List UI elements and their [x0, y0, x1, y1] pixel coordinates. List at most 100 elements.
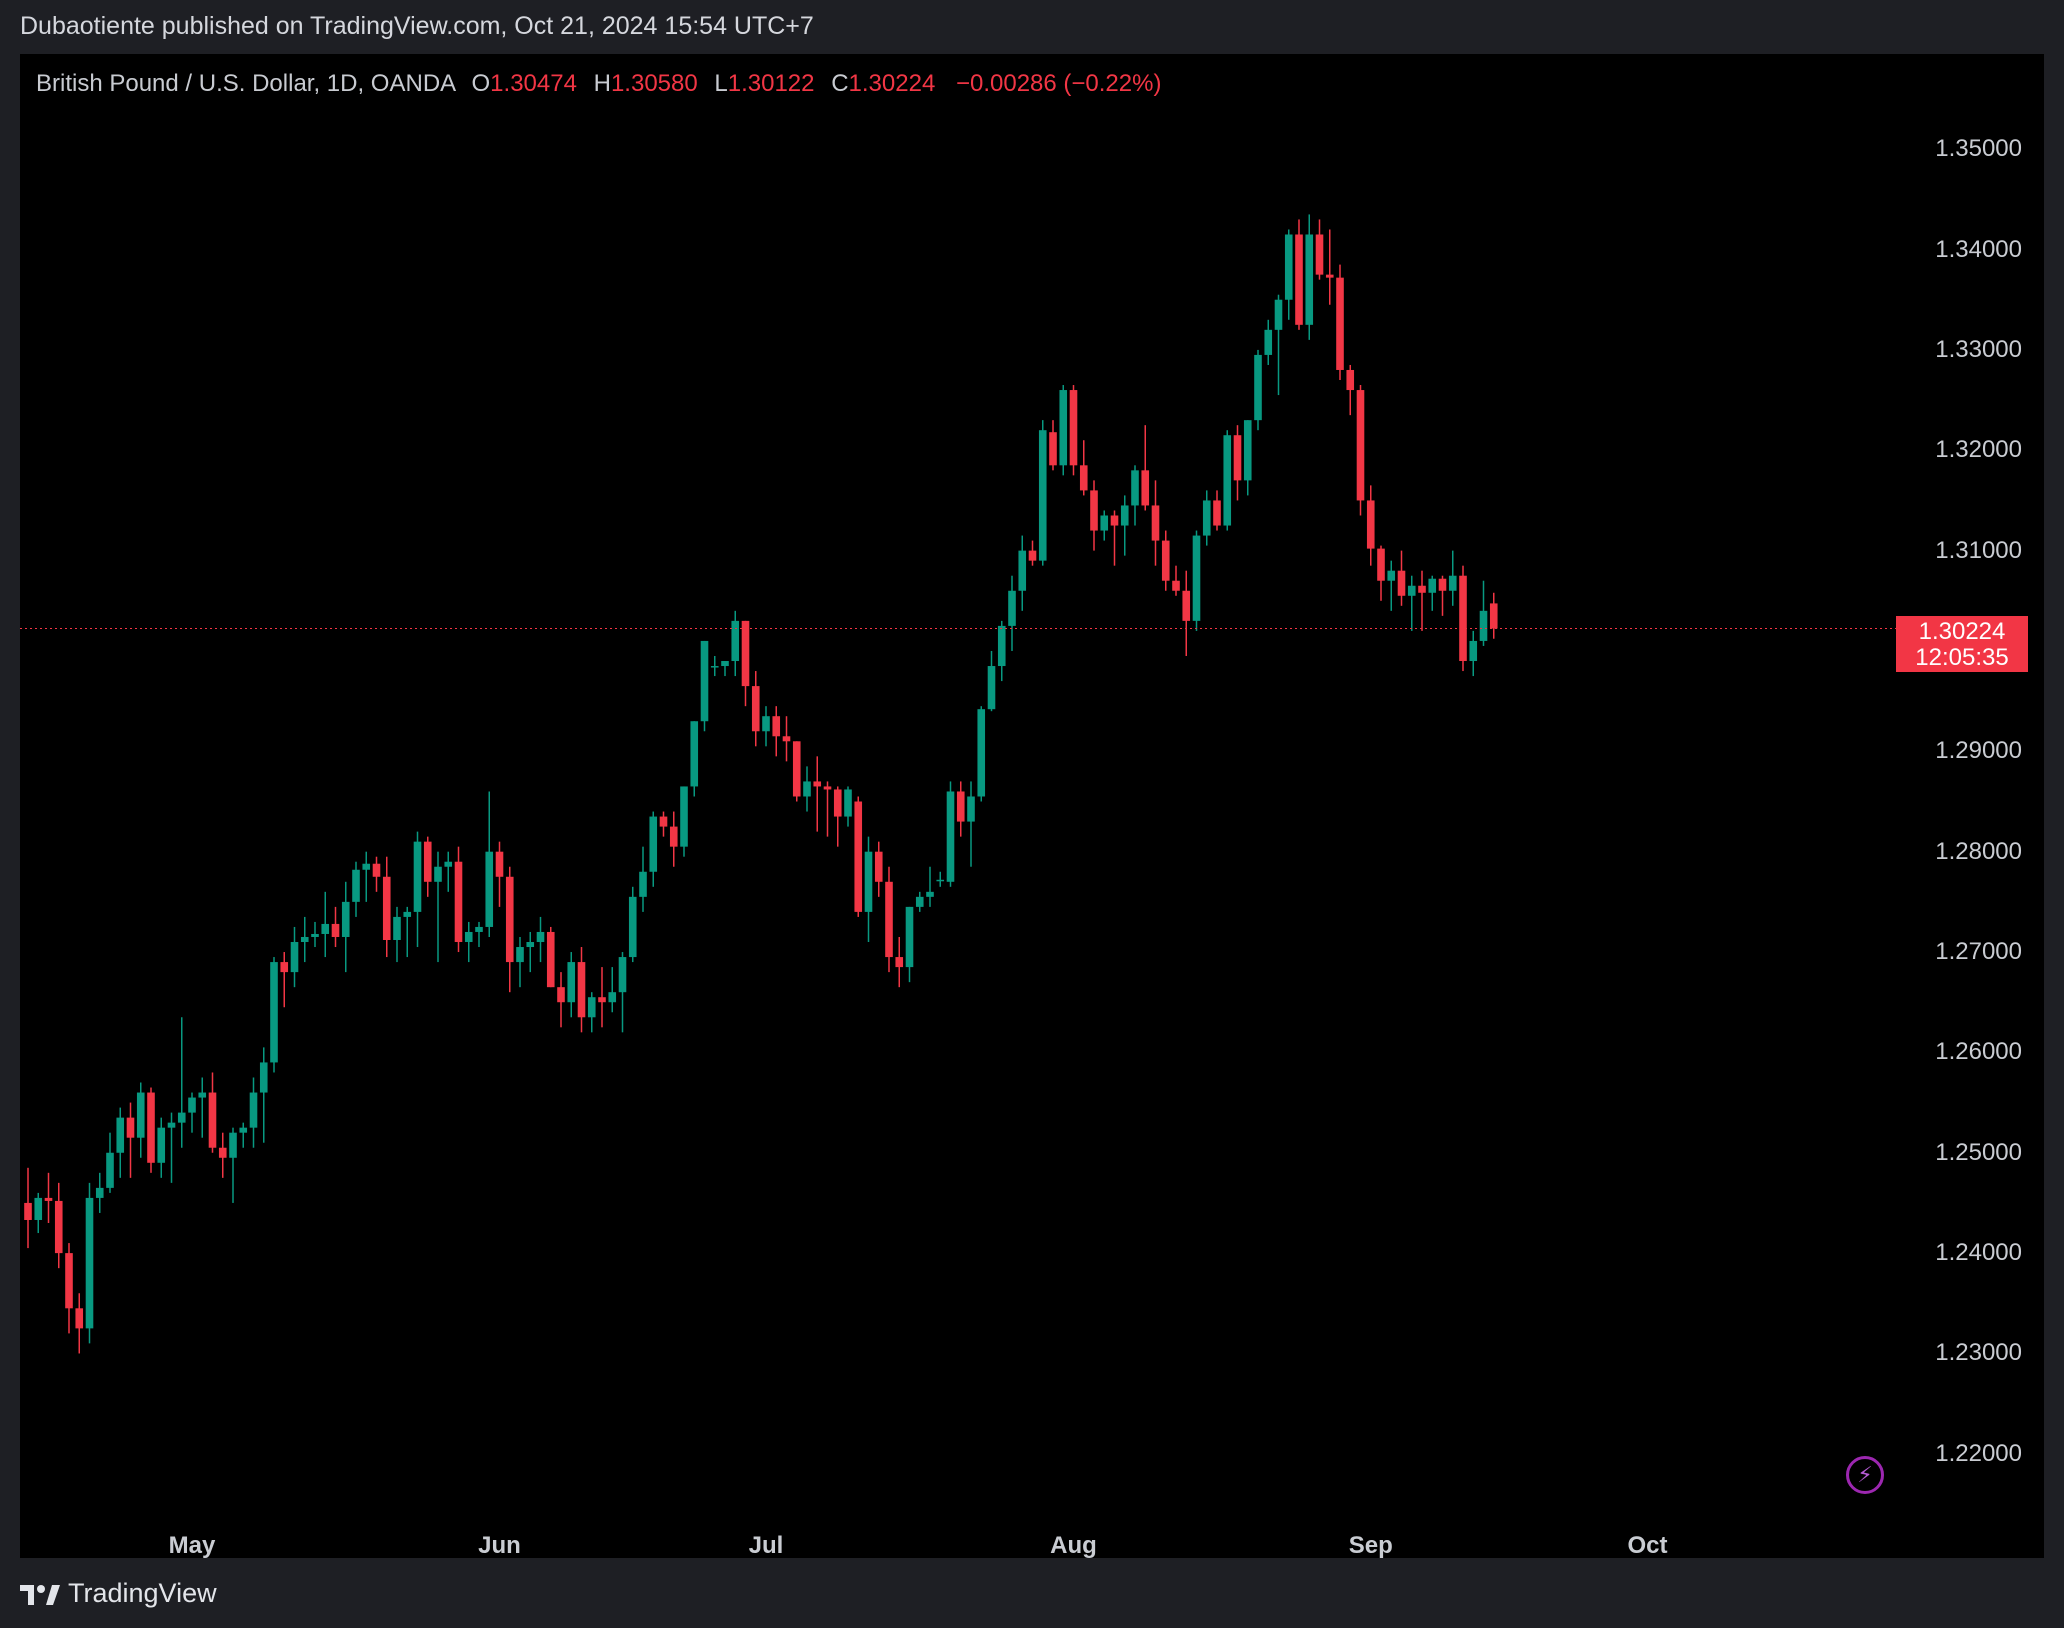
candle-body — [188, 1097, 196, 1113]
candle-body — [874, 851, 883, 882]
candle — [823, 781, 832, 837]
candle-body — [505, 876, 514, 963]
candle — [977, 706, 986, 802]
published-caption: Dubaotiente published on TradingView.com… — [20, 12, 814, 40]
candle-body — [1254, 354, 1262, 421]
candle — [290, 926, 299, 988]
candle-body — [1223, 435, 1232, 526]
candle — [1479, 580, 1488, 646]
candle-body — [721, 661, 729, 667]
candle-body — [1366, 500, 1375, 549]
candle-body — [229, 1132, 237, 1158]
candle-body — [680, 786, 688, 847]
candle-body — [270, 962, 278, 1063]
candle — [167, 1112, 176, 1183]
candle — [1377, 545, 1385, 601]
lightning-icon[interactable]: ⚡ — [1846, 1456, 1884, 1494]
candle-body — [434, 866, 442, 882]
chart-pane[interactable]: British Pound / U.S. Dollar, 1D, OANDA O… — [20, 54, 2044, 1559]
candle — [608, 967, 617, 1013]
candle-body — [249, 1092, 258, 1128]
candle — [710, 655, 719, 677]
candle — [177, 1017, 186, 1148]
candle — [1110, 510, 1119, 566]
candle-body — [905, 906, 914, 968]
candle-body — [1110, 515, 1119, 526]
price-tick-label: 1.32000 — [1935, 436, 2022, 464]
candle — [85, 1182, 94, 1344]
candle-body — [854, 801, 863, 912]
candle — [1489, 592, 1498, 639]
candle — [1120, 495, 1129, 556]
candle — [1387, 560, 1396, 611]
candle — [1366, 485, 1375, 566]
candle-body — [915, 896, 924, 907]
candle — [813, 756, 822, 832]
candle-body — [1182, 590, 1191, 621]
candle-body — [1295, 234, 1303, 325]
candlestick-chart[interactable] — [20, 54, 2044, 1558]
month-tick-label: Jun — [478, 1532, 521, 1559]
candle-body — [997, 625, 1006, 667]
candle — [444, 851, 453, 892]
candle-body — [885, 881, 893, 958]
candle-body — [54, 1200, 63, 1254]
candle — [136, 1082, 145, 1158]
candle — [792, 741, 801, 802]
symbol-title: British Pound / U.S. Dollar, 1D, OANDA — [36, 70, 455, 97]
candle — [403, 906, 412, 958]
candle-body — [167, 1122, 176, 1128]
candle-body — [259, 1062, 268, 1093]
candle-body — [1264, 329, 1273, 355]
candle-body — [1069, 390, 1078, 466]
candle — [772, 706, 781, 757]
candle — [24, 1167, 32, 1249]
price-tick-label: 1.26000 — [1935, 1038, 2022, 1066]
candle-body — [813, 781, 822, 787]
candle-body — [290, 942, 299, 973]
candle — [157, 1117, 166, 1178]
candle-body — [1448, 575, 1457, 591]
candle — [567, 952, 576, 1018]
month-tick-label: Jul — [748, 1532, 784, 1559]
candle — [946, 781, 955, 887]
candle-body — [598, 997, 606, 1003]
candle-body — [557, 987, 565, 1003]
candle — [1274, 294, 1283, 396]
candle — [341, 881, 350, 973]
candle — [1305, 214, 1314, 340]
candle-body — [751, 686, 760, 732]
candle-body — [1479, 610, 1488, 641]
candle-body — [772, 716, 781, 737]
candle-body — [833, 789, 842, 817]
candle-body — [44, 1197, 53, 1201]
candle — [762, 706, 770, 747]
candle — [536, 916, 545, 963]
candle-body — [1387, 570, 1396, 581]
candle-body — [1305, 234, 1314, 325]
candle — [270, 957, 278, 1073]
candle-body — [382, 876, 391, 940]
candle-body — [1428, 578, 1437, 593]
candle — [1407, 575, 1416, 631]
candle — [1038, 420, 1047, 566]
candle-body — [34, 1197, 43, 1220]
candle-body — [311, 933, 319, 937]
candle — [885, 866, 893, 973]
candle-body — [1192, 535, 1201, 621]
candle — [680, 786, 688, 857]
candle-body — [444, 861, 453, 867]
tradingview-logo-icon — [20, 1584, 60, 1605]
candle — [557, 972, 565, 1028]
candle — [1018, 535, 1027, 611]
candle-body — [1356, 390, 1365, 501]
candle-body — [710, 666, 719, 668]
candle — [1223, 430, 1232, 531]
candle — [618, 952, 627, 1033]
candle — [198, 1077, 207, 1138]
candle — [1059, 385, 1068, 476]
candle — [1346, 364, 1355, 416]
candle — [1325, 229, 1334, 305]
candle-body — [823, 786, 832, 790]
candle-body — [516, 947, 524, 963]
